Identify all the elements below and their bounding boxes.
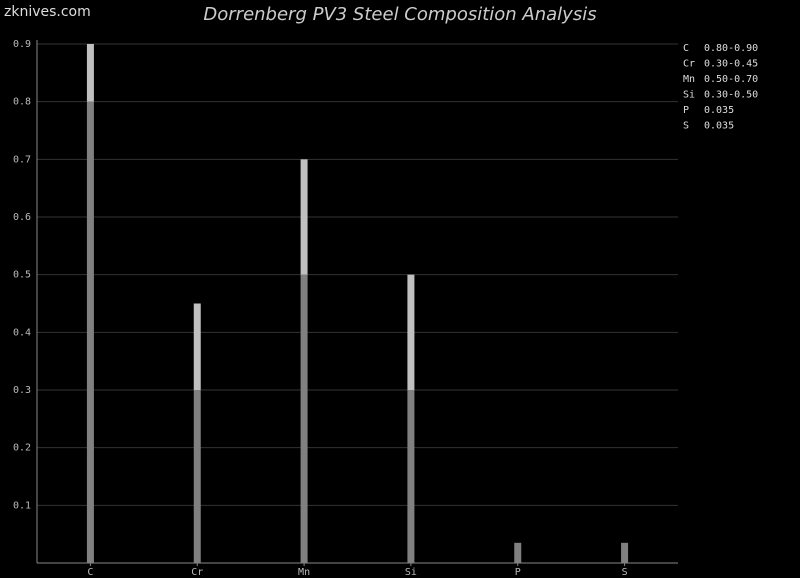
legend-value: 0.30-0.45 bbox=[704, 59, 758, 70]
y-tick-label: 0.4 bbox=[13, 327, 31, 338]
y-tick-label: 0.3 bbox=[13, 385, 31, 396]
legend-value: 0.035 bbox=[704, 105, 734, 116]
bar-base bbox=[514, 542, 522, 563]
y-tick-label: 0.2 bbox=[13, 443, 31, 454]
y-tick-label: 0.5 bbox=[13, 270, 31, 281]
legend-value: 0.80-0.90 bbox=[704, 43, 758, 54]
x-tick-label: S bbox=[622, 567, 628, 578]
x-tick-label: P bbox=[515, 567, 521, 578]
chart-title: Dorrenberg PV3 Steel Composition Analysi… bbox=[203, 4, 596, 25]
y-tick-label: 0.1 bbox=[13, 500, 31, 511]
legend-label: Mn bbox=[683, 74, 695, 85]
y-tick-label: 0.8 bbox=[13, 97, 31, 108]
watermark: zknives.com bbox=[4, 4, 91, 20]
y-tick-label: 0.9 bbox=[13, 39, 31, 50]
y-tick-label: 0.7 bbox=[13, 154, 31, 165]
bar-range bbox=[86, 44, 94, 102]
bar-base bbox=[193, 390, 201, 563]
legend-label: Si bbox=[683, 90, 695, 101]
bar-range bbox=[407, 274, 415, 390]
bar-base bbox=[86, 101, 94, 564]
legend-label: P bbox=[683, 105, 689, 116]
bar-range bbox=[300, 159, 308, 275]
x-tick-label: Si bbox=[405, 567, 417, 578]
bar-base bbox=[300, 274, 308, 563]
legend-value: 0.035 bbox=[704, 121, 734, 132]
x-tick-label: C bbox=[87, 567, 93, 578]
bar-base bbox=[407, 390, 415, 563]
legend-label: Cr bbox=[683, 59, 695, 70]
legend-label: C bbox=[683, 43, 689, 54]
legend-label: S bbox=[683, 121, 689, 132]
legend-value: 0.30-0.50 bbox=[704, 90, 758, 101]
bar-range bbox=[193, 303, 201, 390]
x-tick-label: Cr bbox=[191, 567, 203, 578]
legend-value: 0.50-0.70 bbox=[704, 74, 758, 85]
x-tick-label: Mn bbox=[298, 567, 310, 578]
bar-base bbox=[621, 542, 629, 563]
y-tick-label: 0.6 bbox=[13, 212, 31, 223]
